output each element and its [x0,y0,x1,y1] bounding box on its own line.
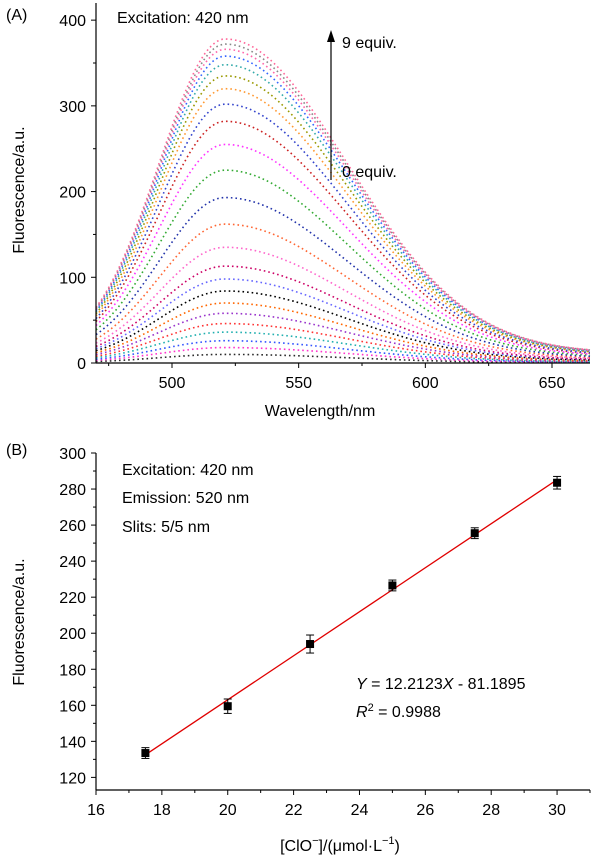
data-point [470,529,479,538]
a-x-tick-label: 550 [285,375,312,392]
b-y-axis-label: Fluorescence/a.u. [11,558,28,685]
spectrum-series-7 [95,290,591,361]
spectrum-series-16 [95,103,591,354]
a-y-ticks: 0 100 200 300 400 [59,13,96,373]
b-x-tick-label: 24 [351,802,369,819]
panel-a: (A) 500 550 600 650 0 100 200 300 400 Excitatio… [6,3,591,420]
b-y-tick-label: 300 [59,446,86,463]
spectrum-series-12 [95,196,591,358]
b-y-tick-label: 240 [59,554,86,571]
a-x-ticks: 500 550 600 650 [108,363,566,392]
b-x-tick-label: 20 [219,802,237,819]
spectrum-series-19 [95,63,591,352]
a-x-tick-label: 650 [539,375,566,392]
spectrum-series-10 [95,246,591,360]
panel-b-label: (B) [6,442,27,459]
spectrum-series-2 [95,339,590,363]
data-point [306,640,315,649]
panel-b: (B) 16 18 20 22 24 26 28 30 120 140 160 180 200 220 2… [6,442,591,855]
b-x-axis-label: [ClO−]/(μmol·L−1) [280,835,400,855]
spectrum-series-15 [95,120,591,354]
data-point [388,581,397,590]
spectrum-series-8 [95,278,591,361]
data-points [141,475,562,759]
spectrum-series-13 [95,169,591,356]
b-excitation-annotation: Excitation: 420 nm [122,462,254,479]
b-x-tick-label: 22 [285,802,303,819]
a-y-tick-label: 300 [59,99,86,116]
a-x-tick-label: 500 [159,375,186,392]
arrow-head-icon [327,30,335,42]
b-y-tick-label: 260 [59,518,86,535]
spectrum-series-9 [95,265,591,360]
b-y-tick-label: 220 [59,590,86,607]
spectra-curves [95,38,591,364]
b-x-tick-label: 18 [153,802,171,819]
spectrum-series-1 [95,346,590,364]
b-x-tick-label: 28 [482,802,500,819]
b-y-ticks: 120 140 160 180 200 220 240 260 280 300 [59,446,96,787]
a-y-tick-label: 400 [59,13,86,30]
spectrum-series-6 [95,302,591,362]
b-y-tick-label: 120 [59,770,86,787]
r-squared: R2 = 0.9988 [356,702,441,721]
a-x-axis-label: Wavelength/nm [265,403,376,420]
b-y-tick-label: 280 [59,482,86,499]
spectrum-series-18 [95,75,591,353]
spectrum-series-5 [95,312,591,362]
b-y-tick-label: 140 [59,734,86,751]
b-x-ticks: 16 18 20 22 24 26 28 30 [87,790,591,819]
panel-a-label: (A) [6,7,27,24]
spectrum-series-20 [95,55,591,352]
b-x-tick-label: 30 [548,802,566,819]
arrow-top-label: 9 equiv. [342,35,397,52]
spectrum-series-14 [95,143,591,355]
fit-line [145,479,558,756]
spectrum-series-22 [95,43,591,351]
a-x-tick-label: 600 [412,375,439,392]
data-point [553,478,562,487]
b-y-tick-label: 200 [59,626,86,643]
b-x-tick-label: 26 [416,802,434,819]
b-x-tick-label: 16 [87,802,105,819]
spectrum-series-11 [95,223,591,359]
data-point [141,749,150,758]
a-excitation-annotation: Excitation: 420 nm [117,10,249,27]
a-y-axis-label: Fluorescence/a.u. [11,126,28,253]
a-y-tick-label: 0 [77,356,86,373]
b-slits-annotation: Slits: 5/5 nm [122,519,210,536]
spectrum-series-4 [95,322,590,363]
data-point [223,702,232,711]
a-y-tick-label: 100 [59,270,86,287]
a-y-tick-label: 200 [59,185,86,202]
fit-equation: Y = 12.2123X - 81.1895 [356,676,526,693]
spectrum-series-23 [95,38,591,351]
b-y-tick-label: 160 [59,698,86,715]
arrow-bottom-label: 0 equiv. [342,164,397,181]
b-y-tick-label: 180 [59,662,86,679]
b-emission-annotation: Emission: 520 nm [122,490,249,507]
spectrum-series-21 [95,48,591,351]
